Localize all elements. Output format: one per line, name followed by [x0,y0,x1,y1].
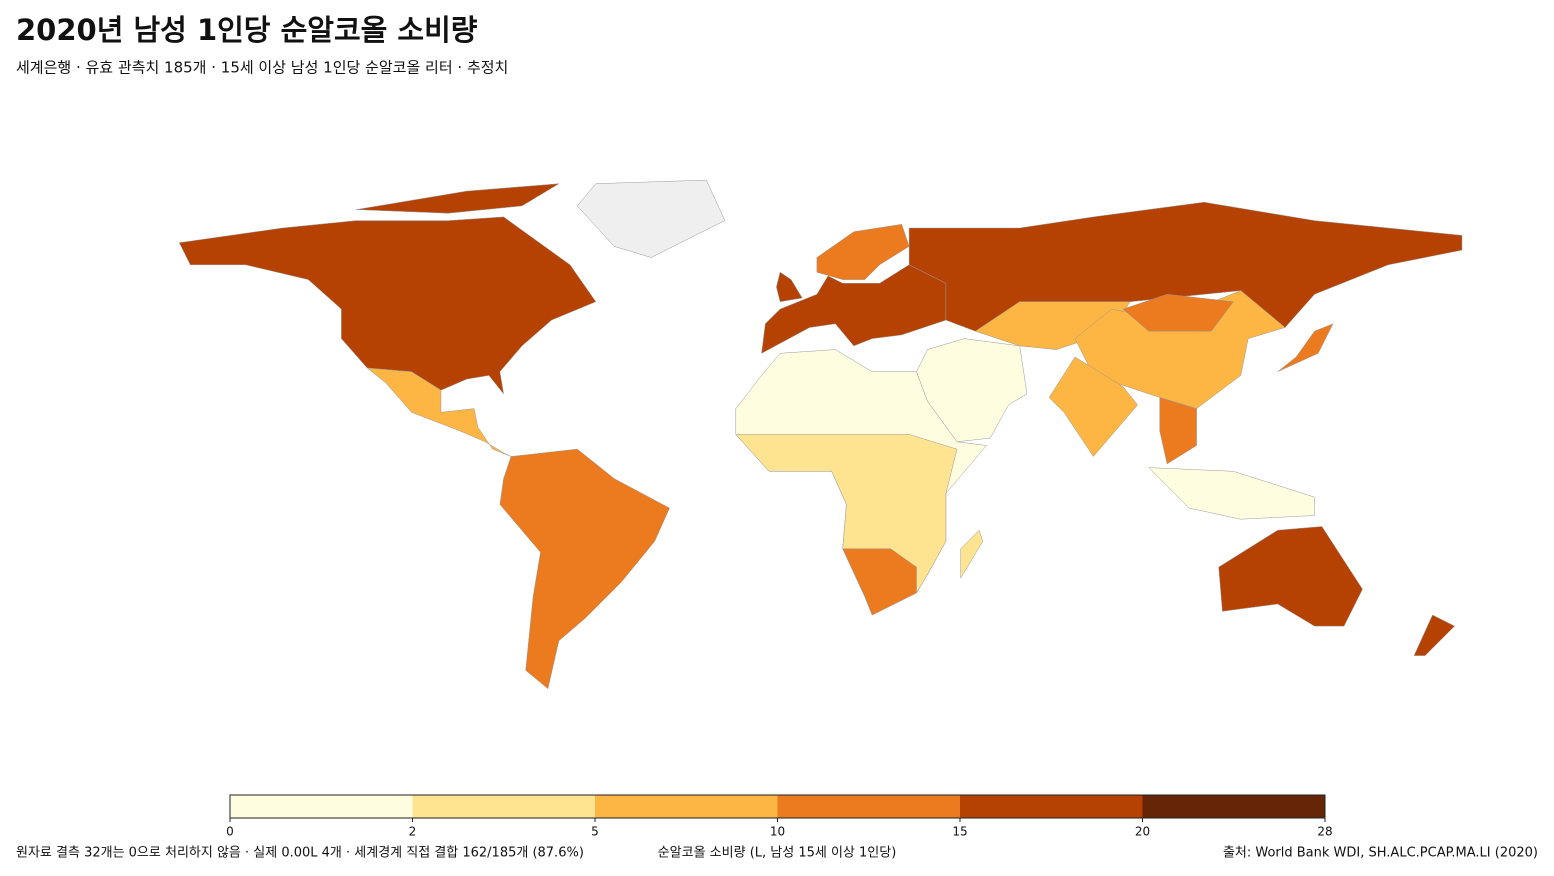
colorbar-tick-label: 0 [226,825,234,839]
colorbar-tick-label: 20 [1135,825,1150,839]
colorbar-tick-label: 2 [409,825,417,839]
landmass [1048,356,1138,457]
title: 2020년 남성 1인당 순알코올 소비량 [16,13,478,47]
landmass [842,548,917,616]
landmass [1413,614,1456,656]
colorbar-bin [1142,795,1325,818]
colorbar-bin [777,795,960,818]
colorbar-tick-label: 10 [770,825,785,839]
colorbar-tick-label: 28 [1317,825,1332,839]
landmass [1277,323,1334,372]
colorbar-bin [230,795,413,818]
landmass [916,338,1028,443]
landmass [908,201,1463,332]
colorbar-bin [412,795,595,818]
landmass [1122,294,1234,332]
landmass [356,183,560,214]
world-map [178,179,1463,690]
colorbar-bin [595,795,778,818]
colorbar-tick-label: 5 [591,825,599,839]
landmass [499,448,670,690]
colorbar-bin [960,795,1143,818]
footnote: 원자료 결측 32개는 0으로 처리하지 않음 · 실제 0.00L 4개 · … [16,846,584,861]
landmass [576,179,726,258]
subtitle: 세계은행 · 유효 관측치 185개 · 15세 이상 남성 1인당 순알코올 … [16,59,508,77]
landmass [960,529,984,580]
landmass [178,216,597,395]
landmass [776,271,803,302]
colorbar-tick-label: 15 [952,825,967,839]
landmass [816,224,910,280]
landmass [1159,397,1197,465]
landmass [1148,467,1315,520]
source: 출처: World Bank WDI, SH.ALC.PCAP.MA.LI (2… [1223,846,1538,861]
landmass [366,367,512,457]
landmass [735,434,958,616]
colorbar-label: 순알코올 소비량 (L, 남성 15세 이상 1인당) [658,846,897,861]
landmass [1218,526,1363,627]
